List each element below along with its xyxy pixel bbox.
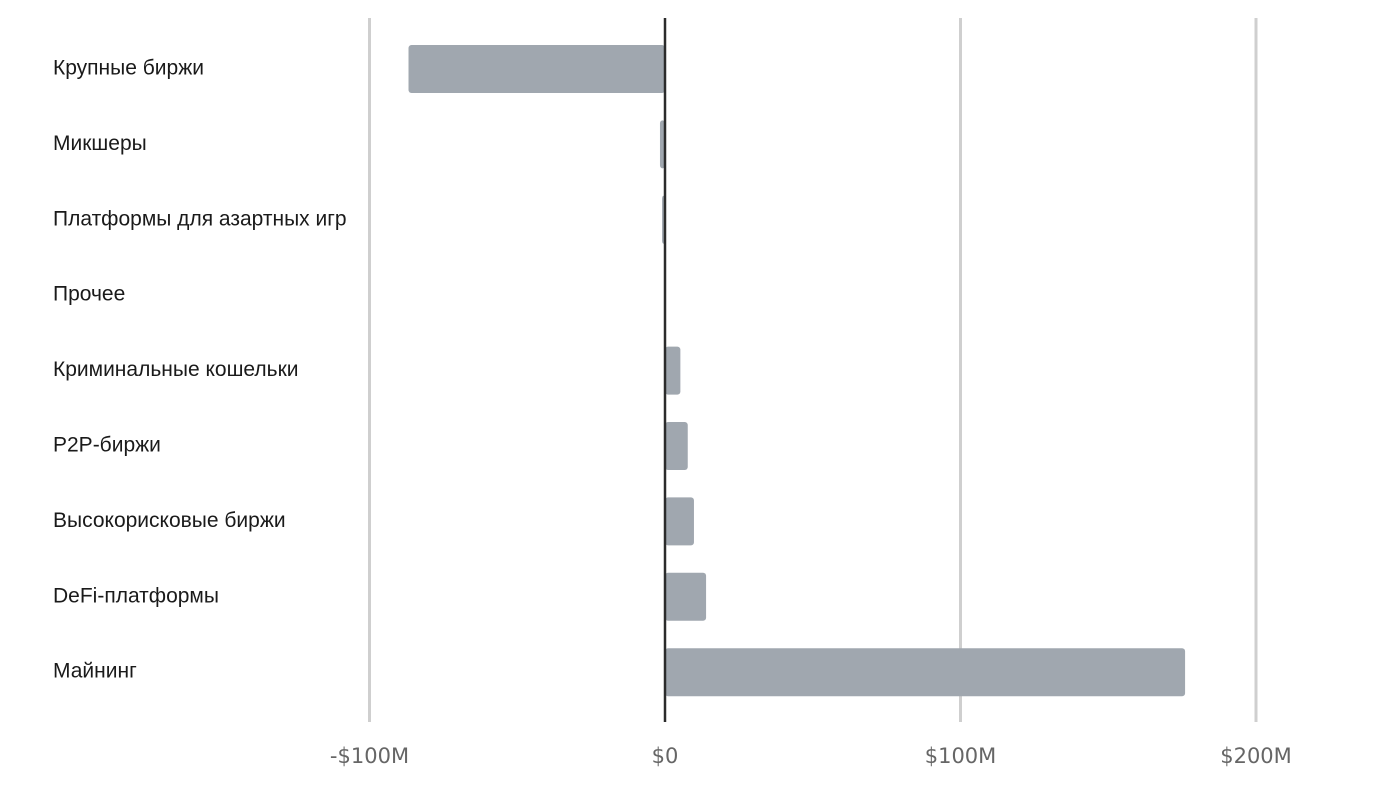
bar <box>659 120 665 169</box>
category-label: Майнинг <box>53 660 137 683</box>
gridlines <box>368 18 1258 722</box>
category-label: P2P-биржи <box>53 434 161 457</box>
category-label: Высокорисковые биржи <box>53 509 286 532</box>
x-tick-label: -$100M <box>330 744 409 768</box>
x-axis-ticks: -$100M $0 $100M $200M <box>330 744 1292 768</box>
category-label: Микшеры <box>53 132 147 155</box>
x-tick-label: $0 <box>652 744 679 768</box>
category-label: Крупные биржи <box>53 57 204 80</box>
bars <box>408 45 1186 697</box>
bar <box>665 422 688 470</box>
category-labels: Крупные биржи Микшеры Платформы для азартн… <box>53 57 347 683</box>
category-label: DeFi-платформы <box>53 584 219 607</box>
category-label: Платформы для азартных игр <box>53 207 347 230</box>
bar <box>408 45 665 93</box>
category-label: Криминальные кошельки <box>53 358 299 381</box>
bar <box>665 648 1186 697</box>
x-tick-label: $200M <box>1220 744 1292 768</box>
category-label: Прочее <box>53 283 125 306</box>
bar <box>665 346 681 395</box>
bar <box>665 572 707 621</box>
bar <box>665 497 694 546</box>
x-tick-label: $100M <box>925 744 997 768</box>
